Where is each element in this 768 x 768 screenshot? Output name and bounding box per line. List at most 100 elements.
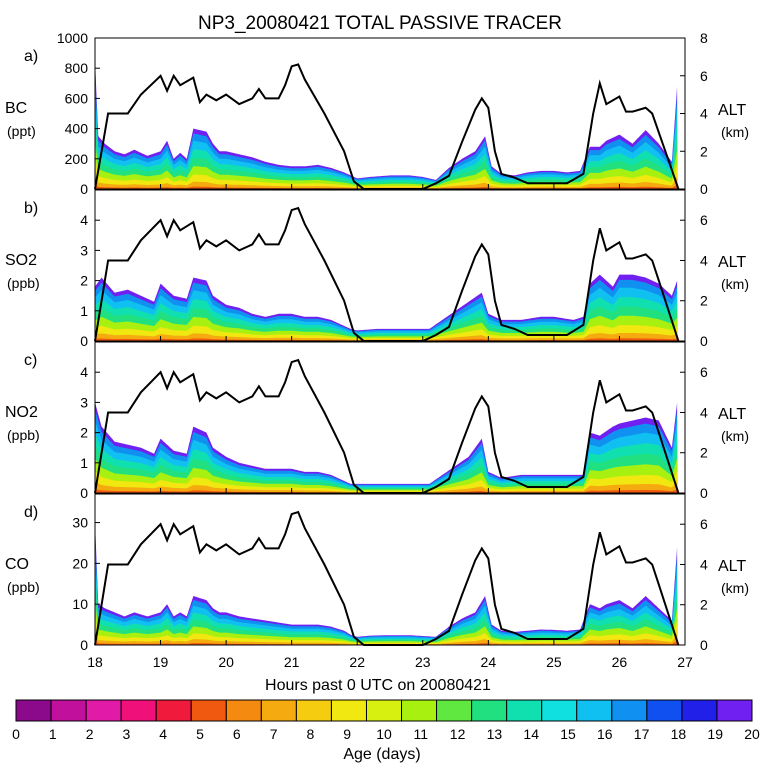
alt-units-label: (km) (721, 580, 749, 596)
age-band-3 (95, 140, 678, 189)
right-tick-label: 6 (700, 68, 708, 84)
age-band-4 (95, 445, 678, 493)
y-tick-label: 20 (72, 555, 88, 571)
y-tick-label: 4 (80, 364, 88, 380)
colorbar-tick-label: 10 (376, 726, 392, 742)
right-tick-label: 4 (700, 106, 708, 122)
colorbar-cell (716, 699, 753, 722)
colorbar-label: Age (days) (343, 746, 420, 763)
colorbar-tick-label: 18 (671, 726, 687, 742)
right-tick-label: 0 (700, 181, 708, 197)
age-band-6 (95, 86, 678, 189)
y-tick-label: 600 (65, 90, 89, 106)
age-band-2 (95, 471, 678, 493)
colorbar-cell (50, 699, 87, 722)
x-tick-label: 27 (677, 654, 693, 670)
right-tick-label: 6 (700, 364, 708, 380)
units-label: (ppb) (7, 275, 40, 291)
age-band-4 (95, 122, 678, 189)
panel-letter: c) (24, 352, 37, 369)
y-tick-label: 200 (65, 151, 89, 167)
age-band-5 (95, 104, 678, 189)
age-band-1 (95, 333, 678, 341)
alt-label: ALT (718, 558, 746, 575)
colorbar-tick-label: 11 (414, 726, 429, 742)
right-tick-label: 4 (700, 556, 708, 572)
right-tick-label: 0 (700, 485, 708, 501)
right-tick-label: 0 (700, 333, 708, 349)
x-axis-label: Hours past 0 UTC on 20080421 (265, 677, 491, 694)
colorbar-cell (120, 699, 157, 722)
species-label: SO2 (5, 252, 37, 269)
panel-letter: a) (24, 48, 38, 65)
panel-no2: 0 1 2 3 4 0 2 4 6 c) NO2 (ppb) ALT (km) (5, 341, 749, 501)
species-label: BC (5, 100, 27, 117)
tracer-age-bands (95, 60, 678, 190)
units-label: (ppb) (7, 427, 40, 443)
species-label: CO (5, 556, 29, 573)
y-tick-label: 10 (72, 596, 88, 612)
x-tick-label: 25 (546, 654, 562, 670)
age-band-1 (95, 173, 678, 189)
figure-title: NP3_20080421 TOTAL PASSIVE TRACER (198, 13, 562, 34)
colorbar-tick-label: 16 (597, 726, 613, 742)
x-tick-label: 26 (612, 654, 628, 670)
units-label: (ppt) (7, 123, 36, 139)
colorbar-cell (225, 699, 262, 722)
age-band-0 (95, 183, 678, 189)
x-tick-label: 22 (349, 654, 365, 670)
panel-frame (94, 189, 686, 342)
y-tick-label: 4 (80, 212, 88, 228)
tracer-age-bands (95, 402, 678, 493)
colorbar-cell (155, 699, 192, 722)
colorbar-cell (506, 699, 543, 722)
colorbar-cell (611, 699, 648, 722)
right-tick-label: 6 (700, 212, 708, 228)
colorbar-cell (436, 699, 473, 722)
colorbar-cell (85, 699, 122, 722)
right-tick-label: 2 (700, 445, 708, 461)
colorbar-tick-label: 13 (487, 726, 503, 742)
colorbar-cell (190, 699, 227, 722)
age-band-8 (95, 60, 678, 190)
colorbar-tick-label: 8 (307, 726, 315, 742)
colorbar-cell (471, 699, 508, 722)
alt-units-label: (km) (721, 428, 749, 444)
colorbar-tick-label: 6 (233, 726, 241, 742)
y-tick-label: 30 (72, 515, 88, 531)
y-tick-label: 0 (80, 637, 88, 653)
y-tick-label: 800 (65, 60, 89, 76)
panel-so2: 0 1 2 3 4 0 2 4 6 b) SO2 (ppb) ALT (km) (5, 189, 749, 349)
colorbar-cell (401, 699, 438, 722)
colorbar-tick-label: 20 (744, 726, 760, 742)
colorbar-tick-label: 19 (707, 726, 723, 742)
x-tick-label: 23 (415, 654, 431, 670)
panel-letter: b) (24, 200, 38, 217)
panel-frame (94, 341, 686, 494)
right-tick-label: 2 (700, 597, 708, 613)
colorbar-tick-label: 15 (560, 726, 576, 742)
y-tick-label: 0 (80, 333, 88, 349)
colorbar-cell (365, 699, 403, 722)
right-tick-label: 4 (700, 404, 708, 420)
colorbar-tick-label: 1 (49, 726, 57, 742)
colorbar-cell (15, 699, 52, 722)
y-tick-label: 0 (80, 181, 88, 197)
colorbar-tick-label: 9 (343, 726, 351, 742)
alt-units-label: (km) (721, 276, 749, 292)
colorbar-cell (646, 699, 683, 722)
alt-units-label: (km) (721, 124, 749, 140)
panels-group: 0200400600800100002468a)BC(ppt)ALT(km)01… (5, 30, 749, 670)
y-tick-label: 1 (80, 303, 88, 319)
alt-label: ALT (718, 102, 746, 119)
colorbar-cell (541, 699, 578, 722)
age-band-0 (95, 489, 678, 493)
y-tick-label: 1 (80, 455, 88, 471)
alt-label: ALT (718, 406, 746, 423)
age-band-0 (95, 338, 678, 341)
right-tick-label: 6 (700, 516, 708, 532)
colorbar-tick-label: 14 (523, 726, 539, 742)
y-tick-label: 400 (65, 121, 89, 137)
colorbar-cell (576, 699, 613, 722)
right-tick-label: 2 (700, 143, 708, 159)
